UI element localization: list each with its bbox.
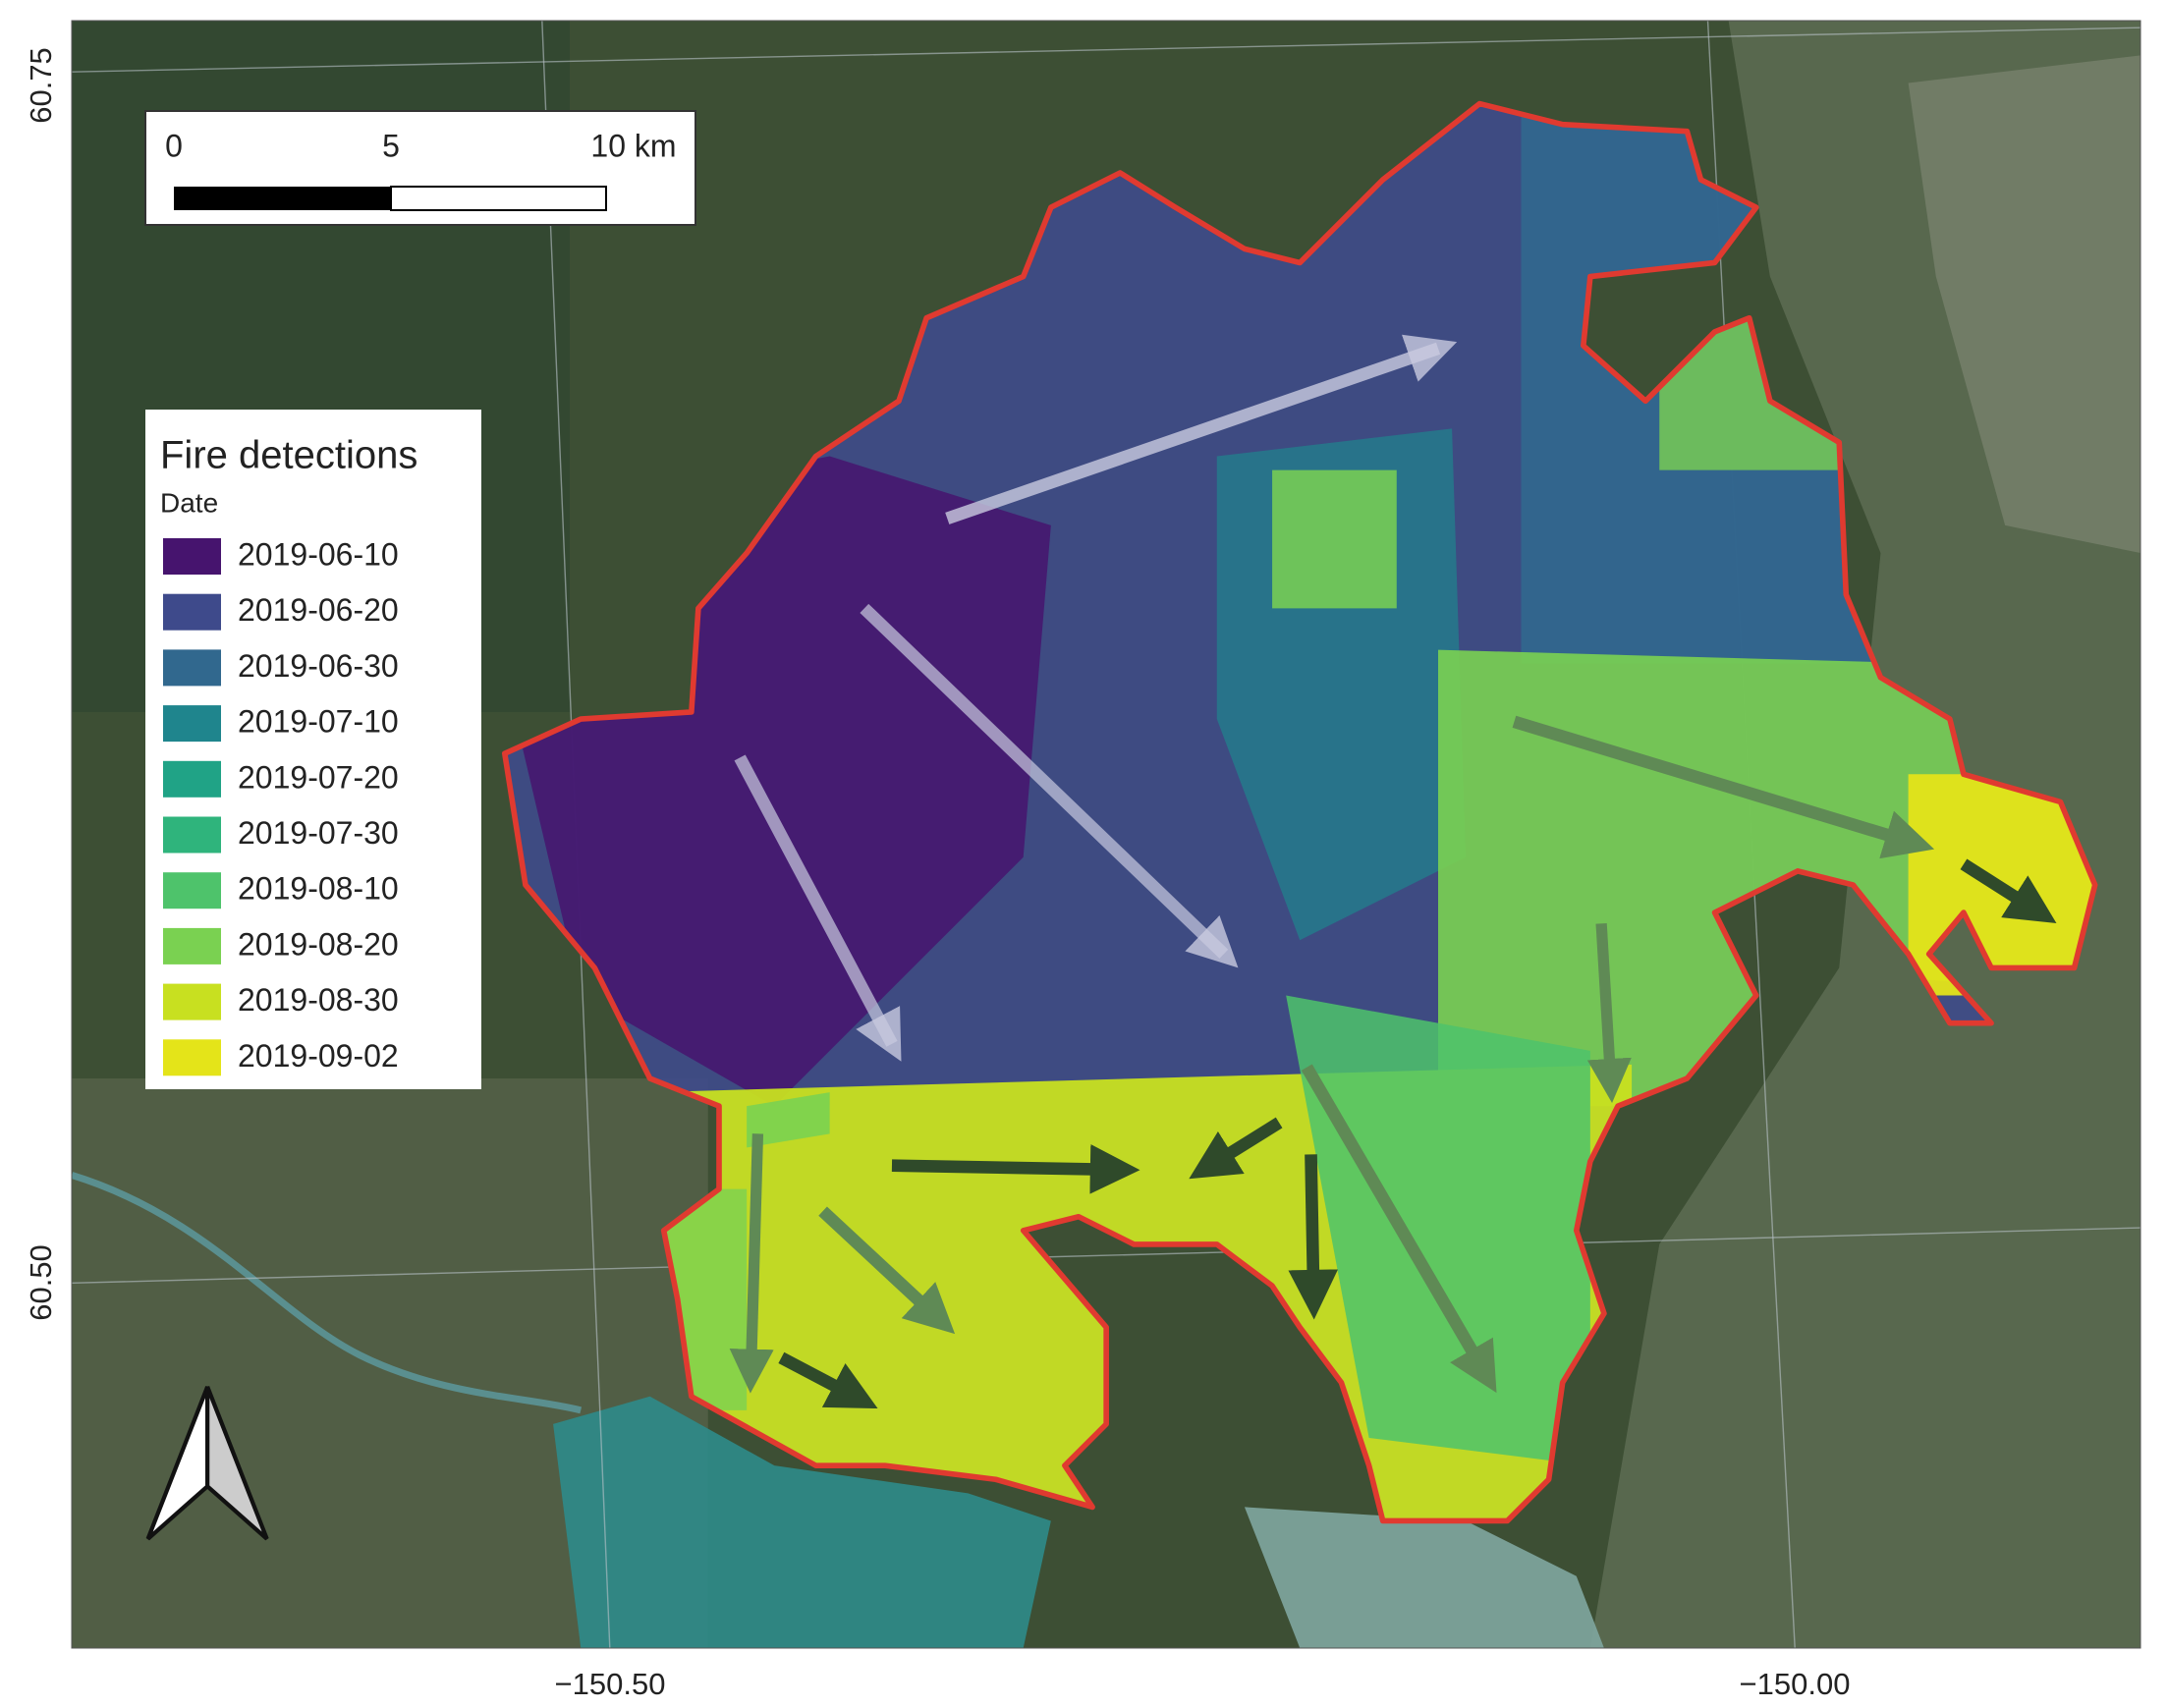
scale-bar-black [174, 187, 391, 210]
map-frame [71, 20, 2141, 1649]
scale-label: 0 [165, 128, 183, 163]
legend-swatch [163, 649, 221, 687]
legend-swatch [163, 983, 221, 1020]
lat-label: 60.75 [24, 47, 58, 124]
legend-label: 2019-09-02 [238, 1038, 399, 1074]
legend-title: Fire detections [160, 434, 417, 477]
legend-label: 2019-06-10 [238, 536, 399, 572]
legend-swatch [163, 705, 221, 743]
scale-label: 5 [382, 128, 400, 163]
legend-swatch [163, 816, 221, 854]
fire-region [1272, 469, 1397, 609]
legend-swatch [163, 872, 221, 909]
legend-label: 2019-08-30 [238, 982, 399, 1018]
fire-perimeter [501, 100, 2098, 1524]
lon-label: −150.00 [1740, 1667, 1851, 1701]
north-arrow [145, 1386, 269, 1541]
legend-swatch [163, 593, 221, 631]
legend-subtitle: Date [160, 487, 218, 518]
legend-swatch [163, 927, 221, 964]
legend-label: 2019-07-30 [238, 815, 399, 851]
legend-label: 2019-07-20 [238, 759, 399, 795]
fire-region [747, 1092, 830, 1148]
legend-swatch [163, 538, 221, 575]
legend-label: 2019-08-10 [238, 871, 399, 907]
lat-label: 60.50 [24, 1244, 58, 1321]
scale-label: 10 km [590, 128, 676, 163]
legend-label: 2019-06-30 [238, 648, 399, 684]
legend-label: 2019-07-10 [238, 704, 399, 740]
fire-region [1286, 995, 1590, 1466]
scale-bar: 0 5 10 km [144, 110, 696, 226]
legend-swatch [163, 1039, 221, 1076]
scale-bar-white [390, 186, 607, 211]
legend-label: 2019-06-20 [238, 592, 399, 628]
legend: Fire detections Date 2019-06-10 2019-06-2… [145, 410, 481, 1089]
legend-label: 2019-08-20 [238, 926, 399, 962]
legend-box [145, 410, 481, 1089]
spread-arrows [729, 334, 2057, 1409]
legend-swatch [163, 760, 221, 798]
lon-label: −150.50 [555, 1667, 666, 1701]
